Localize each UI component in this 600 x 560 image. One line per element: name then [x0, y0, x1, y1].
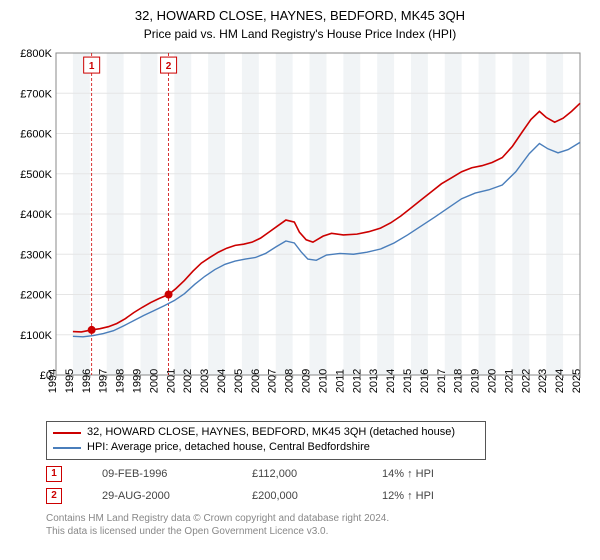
x-tick-label: 2010 — [317, 369, 329, 393]
x-tick-label: 2018 — [453, 369, 465, 393]
x-tick-label: 2021 — [503, 369, 515, 393]
x-tick-label: 2005 — [233, 369, 245, 393]
y-tick-label: £300K — [20, 249, 52, 261]
x-tick-label: 2006 — [250, 369, 262, 393]
x-tick-label: 2015 — [402, 369, 414, 393]
sale-row-price: £200,000 — [252, 490, 342, 502]
legend-swatch — [53, 447, 81, 449]
sale-row-price: £112,000 — [252, 468, 342, 480]
x-tick-label: 2001 — [165, 369, 177, 393]
x-tick-label: 2007 — [267, 369, 279, 393]
y-tick-label: £500K — [20, 169, 52, 181]
x-tick-label: 2009 — [301, 369, 313, 393]
x-tick-label: 2000 — [148, 369, 160, 393]
x-tick-label: 1994 — [47, 369, 59, 393]
x-tick-label: 1998 — [115, 369, 127, 393]
sale-row-date: 29-AUG-2000 — [102, 490, 212, 502]
x-tick-label: 1995 — [64, 369, 76, 393]
sale-point — [165, 290, 173, 298]
sale-row-delta: 12% ↑ HPI — [382, 490, 472, 502]
y-tick-label: £700K — [20, 88, 52, 100]
x-tick-label: 2024 — [554, 369, 566, 393]
x-tick-label: 2014 — [385, 369, 397, 393]
x-tick-label: 2008 — [284, 369, 296, 393]
sale-row-badge: 1 — [46, 466, 62, 482]
sale-row-delta: 14% ↑ HPI — [382, 468, 472, 480]
sale-row-badge: 2 — [46, 488, 62, 504]
x-tick-label: 2016 — [419, 369, 431, 393]
y-tick-label: £100K — [20, 330, 52, 342]
x-tick-label: 2002 — [182, 369, 194, 393]
footer-line: Contains HM Land Registry data © Crown c… — [46, 512, 590, 525]
y-tick-label: £600K — [20, 128, 52, 140]
footer-line: This data is licensed under the Open Gov… — [46, 525, 590, 538]
x-tick-label: 2025 — [571, 369, 583, 393]
legend-item: HPI: Average price, detached house, Cent… — [53, 440, 479, 455]
x-tick-label: 1997 — [98, 369, 110, 393]
x-tick-label: 2013 — [368, 369, 380, 393]
sale-row: 1 09-FEB-1996 £112,000 14% ↑ HPI — [46, 466, 590, 482]
legend-swatch — [53, 432, 81, 434]
legend-item: 32, HOWARD CLOSE, HAYNES, BEDFORD, MK45 … — [53, 425, 479, 440]
legend-label: 32, HOWARD CLOSE, HAYNES, BEDFORD, MK45 … — [87, 425, 455, 440]
x-tick-label: 1996 — [81, 369, 93, 393]
x-tick-label: 2011 — [334, 369, 346, 393]
sale-marker-badge: 1 — [89, 61, 95, 72]
y-tick-label: £400K — [20, 209, 52, 221]
x-tick-label: 2020 — [486, 369, 498, 393]
legend: 32, HOWARD CLOSE, HAYNES, BEDFORD, MK45 … — [46, 421, 486, 460]
x-tick-label: 2022 — [520, 369, 532, 393]
sale-marker-badge: 2 — [166, 61, 172, 72]
sale-point — [88, 326, 96, 334]
x-tick-label: 2004 — [216, 369, 228, 393]
sale-row: 2 29-AUG-2000 £200,000 12% ↑ HPI — [46, 488, 590, 504]
x-tick-label: 2019 — [470, 369, 482, 393]
price-chart: £0£100K£200K£300K£400K£500K£600K£700K£80… — [10, 47, 590, 417]
x-tick-label: 2012 — [351, 369, 363, 393]
x-tick-label: 2003 — [199, 369, 211, 393]
sale-row-date: 09-FEB-1996 — [102, 468, 212, 480]
y-tick-label: £200K — [20, 289, 52, 301]
y-tick-label: £800K — [20, 48, 52, 60]
page-title: 32, HOWARD CLOSE, HAYNES, BEDFORD, MK45 … — [10, 8, 590, 25]
x-tick-label: 2017 — [436, 369, 448, 393]
x-tick-label: 2023 — [537, 369, 549, 393]
footer: Contains HM Land Registry data © Crown c… — [46, 512, 590, 538]
x-tick-label: 1999 — [132, 369, 144, 393]
legend-label: HPI: Average price, detached house, Cent… — [87, 440, 370, 455]
page-subtitle: Price paid vs. HM Land Registry's House … — [10, 27, 590, 41]
